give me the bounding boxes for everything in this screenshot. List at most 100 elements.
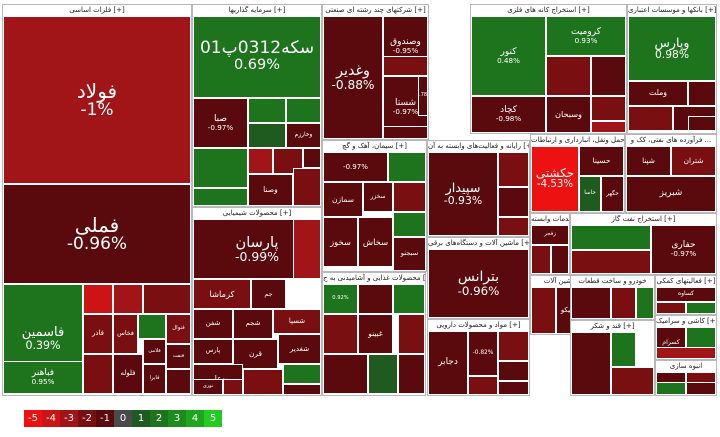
stock-cell[interactable]: بترانس -0.96% [428,249,529,318]
stock-cell[interactable]: -0.78% [418,76,428,116]
stock-cell[interactable] [83,354,113,394]
stock-cell[interactable]: کچاد -0.98% [471,96,546,133]
stock-cell[interactable]: کساوه [656,287,716,302]
sector-title[interactable]: استخراج نفت گاز [+] [571,214,716,225]
stock-cell[interactable]: صبا -0.97% [193,98,248,148]
stock-cell[interactable]: شفن [193,309,233,339]
sector-s21[interactable]: انبوه سازی [655,360,717,396]
stock-cell[interactable]: حاسا [579,176,601,212]
stock-cell[interactable] [531,245,551,274]
stock-cell[interactable]: وپارس 0.98% [628,16,716,81]
sector-title[interactable]: بانکها و موسسات اعتباری [+] [628,5,716,16]
sector-title[interactable]: رایانه و فعالیت‌های وابسته به آن [+] [428,141,529,152]
stock-cell[interactable] [368,354,398,394]
sector-title[interactable]: استخراج کانه های فلزی [+] [471,5,626,16]
sector-s7[interactable]: استخراج کانه های فلزی [+] کرومیت 0.93% کنور… [470,4,627,134]
stock-cell[interactable]: وخارزم [286,123,321,148]
stock-cell[interactable]: شجم [233,309,273,339]
sector-s3[interactable]: محصولات شیمیایی [+] پارسان -0.99% کرماشا جم ش… [192,207,322,396]
stock-cell[interactable] [283,384,321,395]
stock-cell[interactable]: فایرا [143,364,166,394]
sector-s12[interactable]: حمل ونقل، انبارداری و ارتباطات [+]حکشتی-… [530,134,625,213]
stock-cell[interactable]: سپیدار -0.93% [428,152,498,236]
stock-cell[interactable] [688,116,716,131]
sector-title[interactable]: فعالیتهای کمکی [+] [656,276,716,287]
stock-cell[interactable] [656,302,686,314]
stock-cell[interactable]: سخاش [358,217,393,267]
sector-title[interactable]: انبوه سازی [656,361,716,372]
stock-cell[interactable]: فلوله [113,354,143,394]
stock-cell[interactable]: شبریز [626,176,716,212]
stock-cell[interactable] [686,302,716,314]
stock-cell[interactable] [393,284,425,314]
stock-cell[interactable] [628,106,673,131]
stock-cell[interactable] [498,217,529,236]
stock-cell[interactable] [393,182,426,212]
stock-cell[interactable] [571,287,611,319]
stock-cell[interactable]: شسپا [273,309,321,334]
stock-cell[interactable]: سمازن [323,182,363,217]
stock-cell[interactable] [498,152,529,187]
sector-title[interactable]: کاشی و سرامیک [+] [656,316,716,327]
stock-cell[interactable]: 0.92% [323,284,358,314]
stock-cell[interactable] [398,354,425,394]
stock-cell[interactable] [293,219,321,279]
stock-cell[interactable]: حکشتی -4.53% [531,146,579,212]
stock-cell[interactable] [283,364,321,384]
sector-s8[interactable]: بانکها و موسسات اعتباری [+] وپارس 0.98% ومل… [627,4,717,134]
sector-s11[interactable]: مواد و محصولات دارویی [+] دجابر -0.82% [427,319,530,396]
stock-cell[interactable]: دجابر [428,331,468,395]
sector-s19[interactable]: کاشی و سرامیک [+] کسرام [655,315,717,360]
stock-cell[interactable] [468,376,498,395]
stock-cell[interactable]: کرماشا [193,279,251,309]
stock-cell[interactable]: قرن [233,339,278,369]
stock-cell[interactable]: سخوز [323,217,358,267]
stock-cell[interactable] [611,287,636,319]
stock-cell[interactable] [591,56,626,96]
stock-cell[interactable] [388,152,426,182]
stock-cell[interactable] [498,187,529,217]
sector-s5[interactable]: سیمان، آهک و گچ [+] -0.97% سخزر سمازن سخوز سخ… [322,140,427,272]
sector-title[interactable]: شرکتهای چند رشته ای صنعتی [+] [323,5,428,16]
stock-cell[interactable] [498,381,529,395]
stock-cell[interactable] [248,148,273,174]
stock-cell[interactable]: فاذر [83,314,113,354]
stock-cell[interactable]: غبینو [358,314,393,354]
sector-s14[interactable]: زراعت و خدمات وابسته [+] زفجر [530,213,570,275]
stock-cell[interactable] [611,367,654,395]
stock-cell[interactable]: فنوال [166,314,191,344]
stock-cell[interactable] [498,331,529,361]
sector-s15[interactable]: استخراج نفت گاز [+] حفاری -0.97% [570,213,717,275]
stock-cell[interactable]: نوری [193,379,223,395]
stock-cell[interactable] [383,56,428,76]
stock-cell[interactable] [303,148,321,168]
stock-cell[interactable]: فولاد -1% [3,16,191,184]
sector-s2[interactable]: سرمایه گذاریها [+] سکه0312پ01 0.69% صبا -0.9… [192,4,322,207]
sector-title[interactable]: محصولات شیمیایی [+] [193,208,321,219]
sector-s6[interactable]: محصولات غذایی و آشامیدنی به ج [+] 0.92% غب… [322,272,426,396]
stock-cell[interactable]: سبجنو [393,237,426,271]
stock-cell[interactable] [166,369,191,394]
stock-cell[interactable]: -0.97% [323,152,388,182]
sector-title[interactable]: ماشین آلات و دستگاه‌های برقی [+] [428,238,529,249]
sector-s9[interactable]: رایانه و فعالیت‌های وابسته به آن [+]سپید… [427,140,530,237]
stock-cell[interactable] [143,284,191,314]
stock-cell[interactable] [571,250,651,274]
stock-cell[interactable]: شغدیر [278,334,321,364]
sector-s4[interactable]: شرکتهای چند رشته ای صنعتی [+] وغدیر -0.88%… [322,4,429,140]
stock-cell[interactable] [656,347,716,359]
stock-cell[interactable] [293,168,321,206]
sector-title[interactable]: فلزات اساسی [+] [3,5,191,16]
sector-title[interactable]: محصولات غذایی و آشامیدنی به ج [+] [323,273,425,284]
stock-cell[interactable] [656,382,686,395]
stock-cell[interactable] [248,123,286,148]
sector-s18[interactable]: فعالیتهای کمکی [+] کساوه [655,275,717,315]
sector-s10[interactable]: ماشین آلات و دستگاه‌های برقی [+]بترانس-0… [427,237,530,319]
stock-cell[interactable] [551,245,569,274]
stock-cell[interactable]: حفاری -0.97% [651,225,716,274]
stock-cell[interactable] [383,126,428,139]
stock-cell[interactable]: فلامی [143,339,166,364]
stock-cell[interactable] [113,284,143,314]
stock-cell[interactable]: زفجر [531,225,569,245]
sector-s17[interactable]: خودرو و ساخت قطعات [570,275,655,320]
